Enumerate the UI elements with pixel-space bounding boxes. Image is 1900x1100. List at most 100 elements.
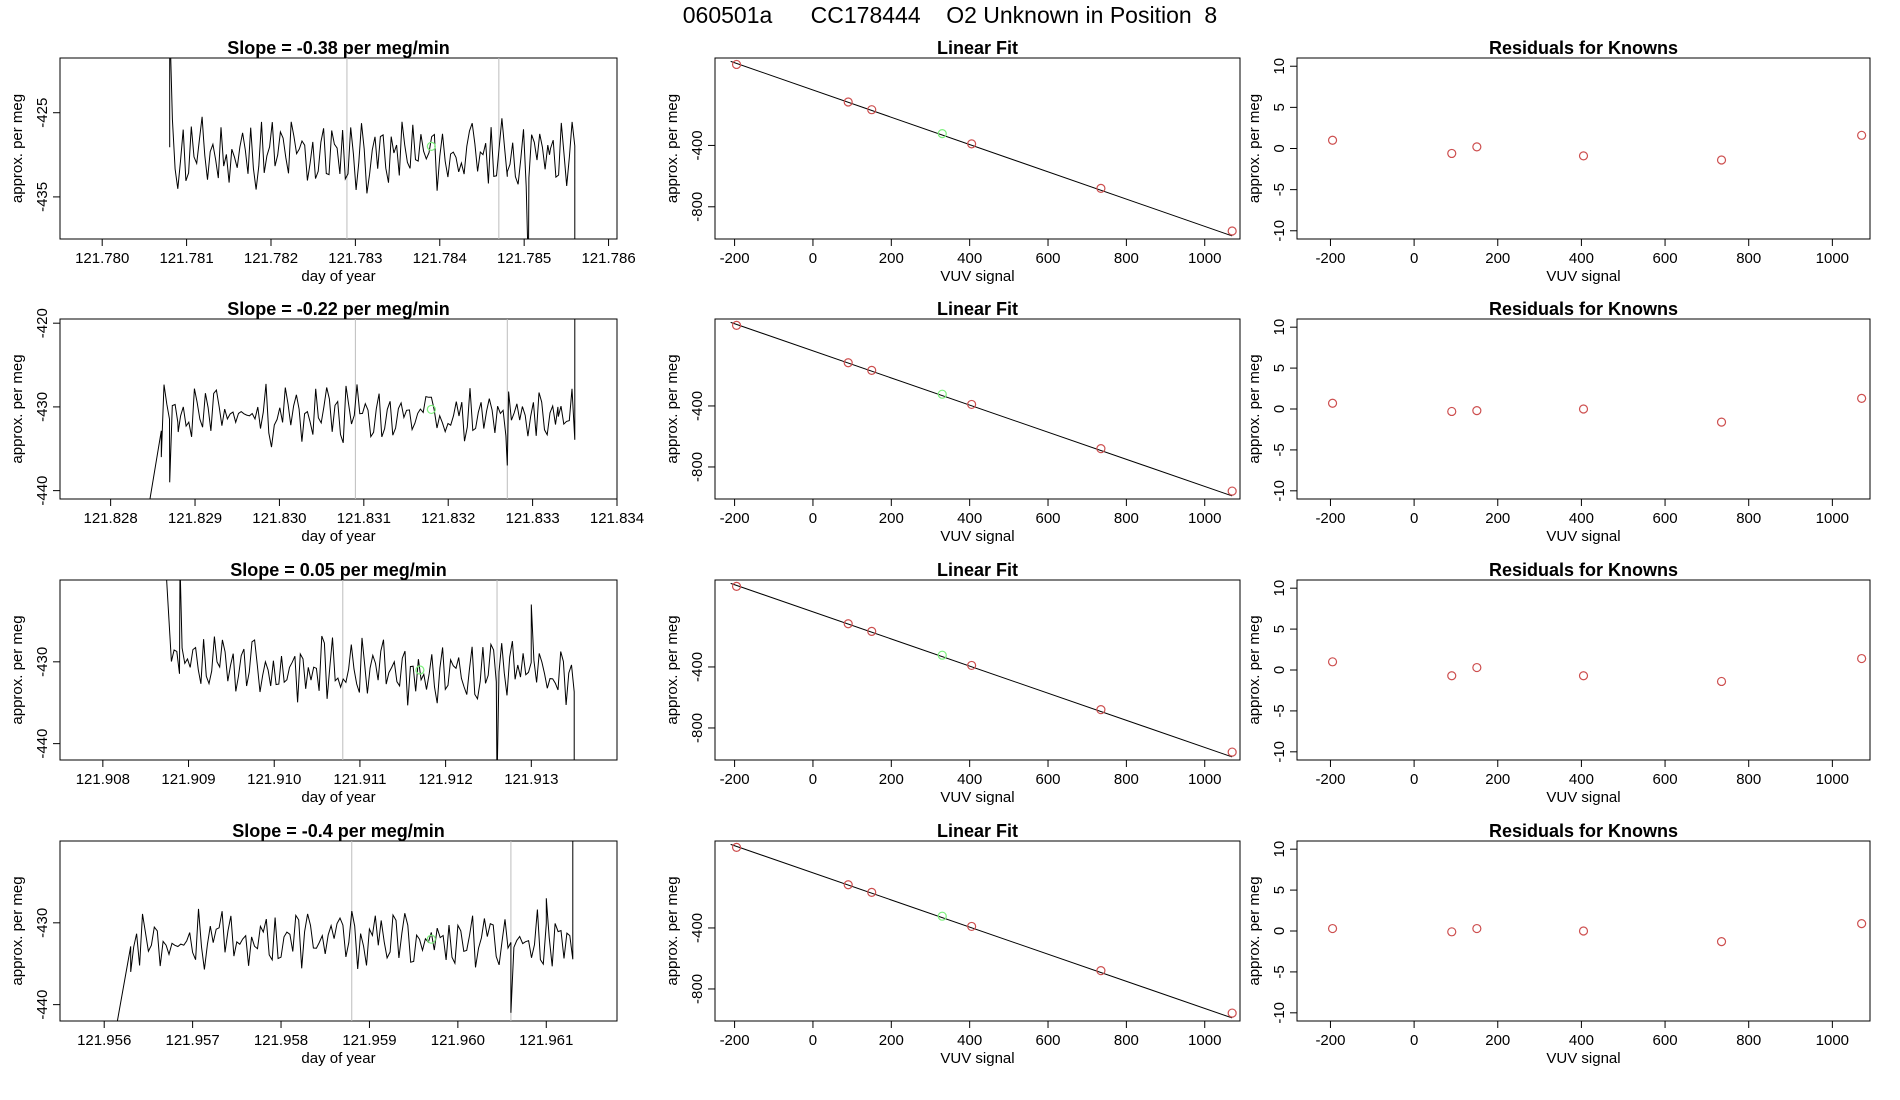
x-axis-label: day of year [301, 789, 375, 806]
y-axis-label: approx. per meg [664, 876, 681, 985]
x-tick-label: 121.830 [252, 510, 306, 527]
y-axis-label: approx. per meg [664, 615, 681, 724]
x-tick-label: 0 [809, 1032, 817, 1049]
x-tick-label: 800 [1114, 250, 1139, 267]
known-point [967, 399, 977, 410]
unknown-marker [426, 141, 436, 151]
x-tick-label: 0 [809, 771, 817, 788]
y-tick-label: 5 [1271, 625, 1288, 633]
panel-title: Linear Fit [937, 560, 1018, 580]
x-tick-label: 121.780 [75, 250, 129, 267]
plot-area [1327, 653, 1867, 687]
panel-residuals-row1: Residuals for Knowns-200 0 200 400 600 800 100… [1246, 38, 1871, 285]
known-point [1096, 444, 1106, 454]
known-point [1096, 705, 1106, 715]
known-point [967, 921, 977, 932]
known-point [1578, 671, 1589, 681]
x-tick-label: 200 [879, 510, 904, 527]
panel-title: Residuals for Knowns [1489, 38, 1678, 58]
x-tick-label: 121.834 [590, 510, 644, 527]
known-point [1327, 923, 1338, 934]
y-axis-label: approx. per meg [664, 354, 681, 463]
y-tick-label: 10 [1271, 319, 1288, 336]
x-tick-label: 0 [809, 510, 817, 527]
panel-title: Linear Fit [937, 299, 1018, 319]
x-tick-label: 1000 [1816, 1032, 1849, 1049]
panel-title: Slope = -0.4 per meg/min [232, 821, 445, 841]
known-point [731, 320, 742, 331]
known-point [1327, 398, 1338, 408]
x-tick-label: 121.782 [244, 250, 298, 267]
fit-line [730, 582, 1233, 758]
known-point [1578, 404, 1589, 414]
x-tick-label: 600 [1653, 250, 1678, 267]
x-tick-label: 400 [957, 1032, 982, 1049]
y-tick-label: -430 [34, 647, 51, 677]
y-tick-label: -400 [689, 913, 706, 943]
y-tick-label: 5 [1271, 364, 1288, 372]
plot-area [730, 320, 1237, 497]
y-tick-label: -5 [1271, 183, 1288, 196]
time-series-line [166, 580, 575, 760]
plot-frame [59, 318, 618, 500]
y-tick-label: -420 [34, 308, 51, 338]
x-tick-label: 800 [1114, 510, 1139, 527]
x-tick-label: 800 [1736, 771, 1761, 788]
known-point [1227, 747, 1237, 757]
known-point [843, 97, 853, 107]
panel-title: Linear Fit [937, 38, 1018, 58]
panel-residuals-row2: Residuals for Knowns-200 0 200 400 600 800 100… [1246, 299, 1871, 545]
panel-title: Residuals for Knowns [1489, 299, 1678, 319]
y-tick-label: -430 [34, 908, 51, 938]
plot-area [1327, 393, 1867, 427]
y-tick-label: -425 [34, 98, 51, 128]
x-tick-label: 200 [1485, 1032, 1510, 1049]
y-tick-label: -5 [1271, 965, 1288, 978]
x-tick-label: 1000 [1188, 771, 1221, 788]
known-point [1716, 676, 1727, 687]
main-title: 060501a CC178444 O2 Unknown in Position … [0, 2, 1900, 32]
y-tick-label: -10 [1271, 480, 1288, 502]
known-point [1227, 486, 1237, 496]
known-point [1327, 657, 1338, 667]
x-tick-label: 0 [1410, 771, 1418, 788]
panel-fit-row3: Linear Fit -200 0 200 400 600 800 1000 -400 -800 V… [664, 560, 1241, 806]
panel-title: Slope = 0.05 per meg/min [230, 560, 447, 580]
plot-area [116, 841, 574, 1021]
y-axis-label: approx. per meg [664, 94, 681, 203]
x-tick-label: 1000 [1816, 771, 1849, 788]
known-point [967, 139, 977, 149]
y-axis-label: approx. per meg [1246, 94, 1263, 203]
x-tick-label: 1000 [1816, 250, 1849, 267]
x-axis-label: VUV signal [940, 268, 1014, 285]
x-tick-label: 1000 [1188, 1032, 1221, 1049]
x-tick-label: 400 [1569, 1032, 1594, 1049]
known-point [1578, 926, 1589, 936]
x-tick-label: -200 [720, 771, 750, 788]
x-tick-label: 121.786 [581, 250, 635, 267]
x-tick-label: 600 [1036, 250, 1061, 267]
x-tick-label: 600 [1653, 1032, 1678, 1049]
x-axis-label: VUV signal [1546, 1050, 1620, 1067]
known-point [967, 660, 977, 671]
known-point [867, 105, 877, 115]
x-tick-label: 400 [1569, 771, 1594, 788]
plot-frame [1296, 57, 1871, 240]
known-point [1472, 406, 1482, 416]
x-tick-label: 0 [809, 250, 817, 267]
plot-area [169, 58, 576, 239]
panel-timeseries-row1: Slope = -0.38 per meg/min 121.780 121.781 1… [9, 38, 636, 285]
panel-title: Residuals for Knowns [1489, 821, 1678, 841]
known-point [1227, 1008, 1237, 1018]
x-tick-label: 200 [879, 1032, 904, 1049]
y-tick-label: 5 [1271, 103, 1288, 111]
x-tick-label: 121.959 [342, 1032, 396, 1049]
x-axis-label: day of year [301, 268, 375, 285]
panel-title: Slope = -0.22 per meg/min [227, 299, 450, 319]
x-tick-label: 121.781 [159, 250, 213, 267]
known-point [867, 626, 877, 637]
x-tick-label: 0 [1410, 1032, 1418, 1049]
x-tick-label: 600 [1653, 510, 1678, 527]
y-tick-label: -440 [34, 476, 51, 506]
y-tick-label: 10 [1271, 58, 1288, 75]
